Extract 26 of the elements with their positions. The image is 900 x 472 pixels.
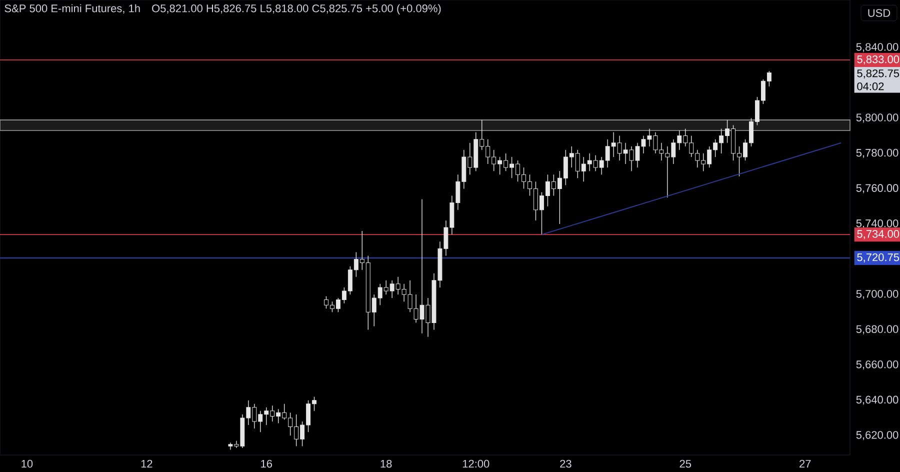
text: 04:02	[857, 82, 884, 90]
x-tick-label: 12	[141, 460, 152, 468]
ref-line-label: 5,833.00	[857, 55, 900, 65]
y-tick-label: 5,620.00	[856, 431, 898, 440]
y-tick-label: 5,640.00	[856, 396, 898, 405]
y-tick-label: 5,800.00	[856, 114, 898, 123]
y-tick-label: 5,680.00	[856, 325, 898, 334]
x-tick-label: 18	[380, 460, 392, 468]
y-tick-label: 5,740.00	[856, 219, 898, 229]
ref-line-label: 5,720.75	[857, 253, 900, 262]
y-tick-label: 5,840.00	[856, 43, 898, 52]
x-tick-label: 16	[261, 460, 272, 468]
chart-title: S&P 500 E-mini Futures, 1h	[4, 4, 140, 14]
y-tick-label: 5,700.00	[856, 290, 898, 300]
x-tick-label: 25	[680, 460, 692, 468]
text: 5,825.75	[857, 69, 900, 79]
y-tick-label: 5,780.00	[856, 148, 898, 158]
x-tick-label: 27	[800, 460, 811, 468]
ref-line-label: 5,734.00	[857, 230, 900, 240]
y-axis-title: USD	[868, 9, 890, 17]
x-tick-label: 12:00	[462, 460, 490, 468]
x-tick-label: 10	[22, 460, 33, 468]
y-tick-label: 5,760.00	[856, 184, 898, 194]
x-tick-label: 23	[560, 460, 572, 468]
chart-subtitle: O5,821.00 H5,826.75 L5,818.00 C5,825.75 +5.00 (+0.09%)	[152, 4, 441, 14]
y-tick-label: 5,660.00	[856, 360, 898, 370]
